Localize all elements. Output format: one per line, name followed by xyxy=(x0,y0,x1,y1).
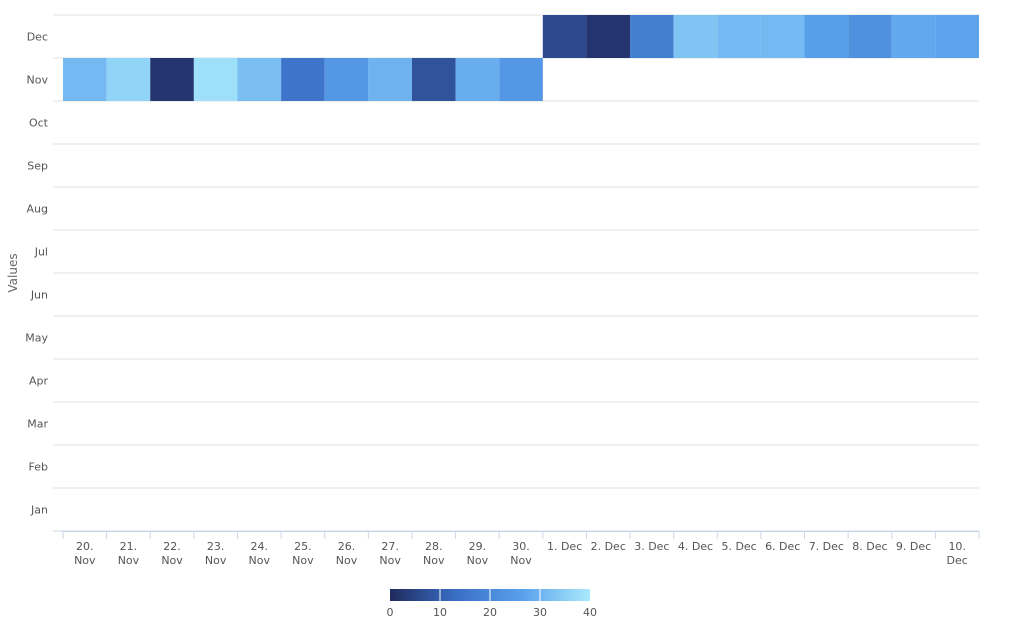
y-tick-label: Dec xyxy=(27,31,48,44)
heatmap-cell xyxy=(630,15,674,58)
x-tick-label: 6. Dec xyxy=(765,540,800,553)
x-tick-label: 24. Nov xyxy=(249,540,271,567)
heatmap-cell xyxy=(63,58,107,101)
legend-tick-label: 40 xyxy=(583,606,597,619)
heatmap-cells xyxy=(63,15,979,101)
x-tick-label: 21. Nov xyxy=(118,540,140,567)
x-tick-label: 28. Nov xyxy=(423,540,445,567)
x-tick-label: 23. Nov xyxy=(205,540,227,567)
x-tick-label: 29. Nov xyxy=(467,540,489,567)
heatmap-cell xyxy=(848,15,892,58)
y-tick-label: Nov xyxy=(27,74,49,87)
heatmap-cell xyxy=(193,58,238,101)
heatmap-cell xyxy=(324,58,369,101)
x-tick-label: 10. Dec xyxy=(947,540,968,567)
heatmap-cell xyxy=(891,15,936,58)
y-axis-ticks: Jan Feb Mar Apr May Jun Jul Aug Sep Oct Nov Dec xyxy=(25,31,48,517)
heatmap-cell xyxy=(455,58,500,101)
x-tick-label: 20. Nov xyxy=(74,540,96,567)
x-tick-label: 4. Dec xyxy=(678,540,713,553)
y-tick-label: Jun xyxy=(30,289,48,302)
y-tick-label: Apr xyxy=(29,375,49,388)
color-legend: 0 10 20 30 40 xyxy=(387,589,597,619)
x-tick-label: 26. Nov xyxy=(336,540,358,567)
y-tick-label: Sep xyxy=(27,160,48,173)
heatmap-cell xyxy=(281,58,325,101)
y-tick-label: Feb xyxy=(29,461,48,474)
x-tick-label: 1. Dec xyxy=(547,540,582,553)
x-tick-label: 2. Dec xyxy=(591,540,626,553)
x-tick-label: 5. Dec xyxy=(721,540,756,553)
legend-tick-label: 30 xyxy=(533,606,547,619)
y-tick-label: May xyxy=(25,332,48,345)
x-tick-label: 9. Dec xyxy=(896,540,931,553)
heatmap-cell xyxy=(150,58,194,101)
heatmap-cell xyxy=(586,15,631,58)
x-tick-label: 27. Nov xyxy=(379,540,401,567)
heatmap-cell xyxy=(368,58,412,101)
x-tick-label: 7. Dec xyxy=(809,540,844,553)
heatmap-cell xyxy=(411,58,456,101)
y-tick-label: Jul xyxy=(34,246,48,259)
heatmap-cell xyxy=(237,58,282,101)
y-tick-label: Jan xyxy=(30,504,48,517)
heatmap-cell xyxy=(935,15,979,58)
y-axis-title: Values xyxy=(6,253,20,292)
x-tick-label: 30. Nov xyxy=(510,540,532,567)
heatmap-cell xyxy=(760,15,805,58)
heatmap-cell xyxy=(673,15,718,58)
y-tick-label: Mar xyxy=(27,418,48,431)
x-tick-label: 8. Dec xyxy=(852,540,887,553)
legend-tick-label: 0 xyxy=(387,606,394,619)
heatmap-cell xyxy=(804,15,849,58)
y-tick-label: Oct xyxy=(29,117,49,130)
x-tick-label: 3. Dec xyxy=(634,540,669,553)
legend-tick-label: 10 xyxy=(433,606,447,619)
x-tick-label: 25. Nov xyxy=(292,540,314,567)
x-tick-label: 22. Nov xyxy=(161,540,183,567)
heatmap-cell xyxy=(542,15,587,58)
heatmap-cell xyxy=(717,15,761,58)
y-tick-label: Aug xyxy=(27,203,48,216)
heatmap-cell xyxy=(499,58,543,101)
x-axis: 20. Nov 21. Nov 22. Nov 23. Nov 24. Nov 25. Nov 26. N… xyxy=(62,531,980,567)
heatmap-cell xyxy=(106,58,151,101)
legend-tick-label: 20 xyxy=(483,606,497,619)
